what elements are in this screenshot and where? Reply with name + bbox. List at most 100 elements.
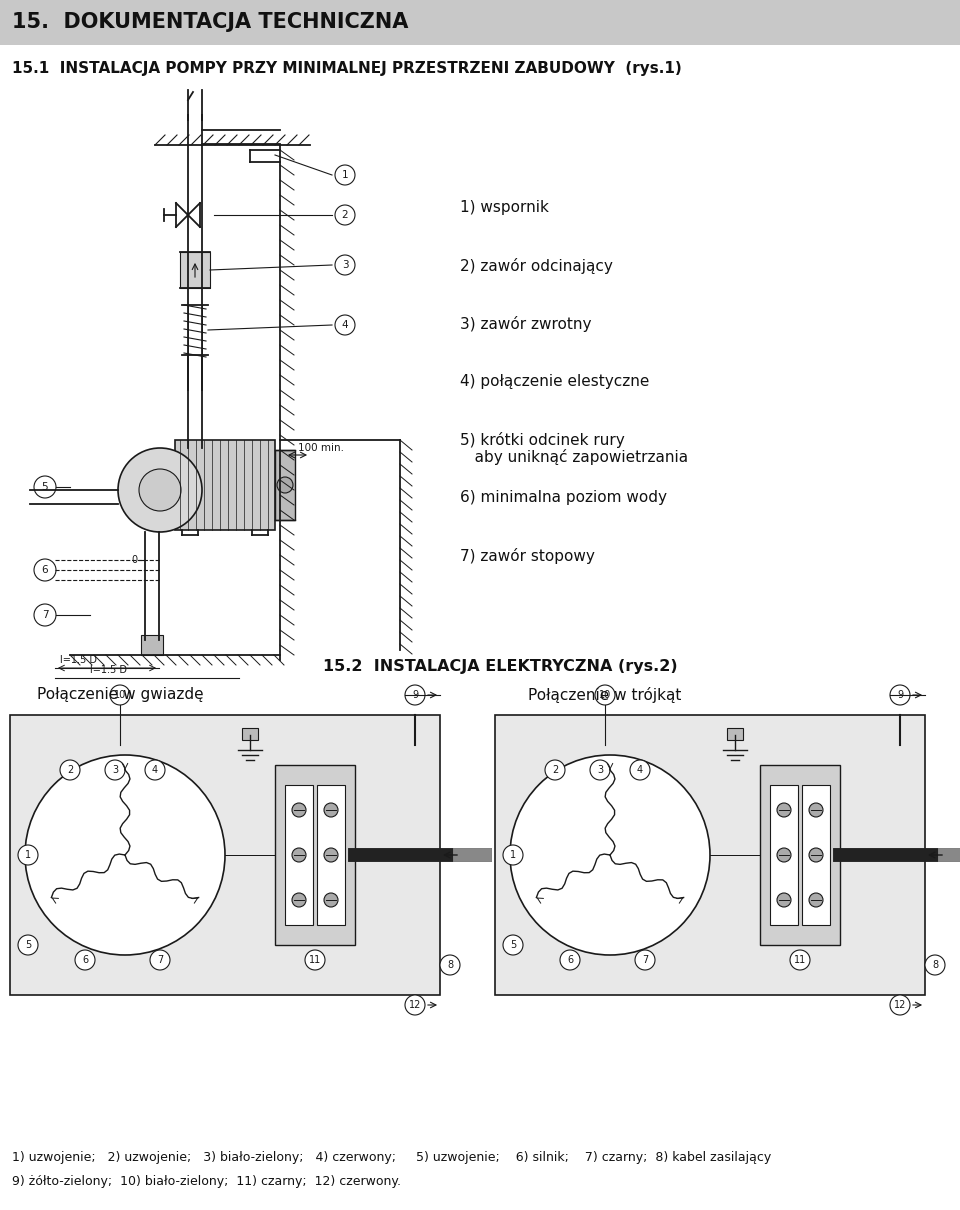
Text: 2: 2 bbox=[67, 765, 73, 774]
Text: 1) uzwojenie;   2) uzwojenie;   3) biało-zielony;   4) czerwony;     5) uzwojeni: 1) uzwojenie; 2) uzwojenie; 3) biało-zie… bbox=[12, 1152, 771, 1164]
Text: 5) krótki odcinek rury: 5) krótki odcinek rury bbox=[460, 432, 625, 448]
Text: 15.1  INSTALACJA POMPY PRZY MINIMALNEJ PRZESTRZENI ZABUDOWY  (rys.1): 15.1 INSTALACJA POMPY PRZY MINIMALNEJ PR… bbox=[12, 60, 682, 75]
Circle shape bbox=[335, 204, 355, 225]
Text: 4: 4 bbox=[636, 765, 643, 774]
Text: 2: 2 bbox=[552, 765, 558, 774]
Circle shape bbox=[809, 803, 823, 817]
Text: 4) połączenie elestyczne: 4) połączenie elestyczne bbox=[460, 374, 649, 388]
Circle shape bbox=[630, 760, 650, 780]
Text: 4: 4 bbox=[342, 319, 348, 330]
Circle shape bbox=[34, 604, 56, 626]
Text: l=1.5 D: l=1.5 D bbox=[90, 666, 127, 675]
Circle shape bbox=[503, 935, 523, 955]
Text: 3: 3 bbox=[597, 765, 603, 774]
Text: 6: 6 bbox=[82, 955, 88, 966]
Circle shape bbox=[324, 803, 338, 817]
Bar bbox=[175, 440, 275, 530]
Text: 12: 12 bbox=[894, 999, 906, 1010]
Text: 7: 7 bbox=[642, 955, 648, 966]
Circle shape bbox=[335, 255, 355, 275]
Bar bbox=[760, 765, 840, 945]
Bar bbox=[495, 715, 925, 995]
Bar bbox=[802, 785, 830, 924]
Text: 9: 9 bbox=[897, 690, 903, 701]
Bar bbox=[727, 728, 743, 741]
Text: 3: 3 bbox=[342, 260, 348, 270]
Circle shape bbox=[809, 848, 823, 862]
Text: 2: 2 bbox=[342, 211, 348, 220]
Text: 1: 1 bbox=[342, 169, 348, 180]
Text: 6) minimalna poziom wody: 6) minimalna poziom wody bbox=[460, 490, 667, 505]
Text: 11: 11 bbox=[309, 955, 322, 966]
Circle shape bbox=[292, 893, 306, 908]
Circle shape bbox=[25, 755, 225, 955]
Text: 8: 8 bbox=[447, 960, 453, 970]
Bar bbox=[285, 785, 313, 924]
Circle shape bbox=[75, 950, 95, 970]
Circle shape bbox=[635, 950, 655, 970]
Text: 2) zawór odcinający: 2) zawór odcinający bbox=[460, 258, 612, 273]
Bar bbox=[10, 715, 440, 995]
Circle shape bbox=[503, 845, 523, 865]
Text: 100 min.: 100 min. bbox=[298, 443, 344, 453]
Text: 5: 5 bbox=[41, 482, 48, 492]
Circle shape bbox=[60, 760, 80, 780]
Text: Połączenie w gwiazdę: Połączenie w gwiazdę bbox=[36, 687, 204, 703]
Circle shape bbox=[150, 950, 170, 970]
Text: 1: 1 bbox=[510, 849, 516, 860]
Text: 6: 6 bbox=[567, 955, 573, 966]
Text: l=1.5 D: l=1.5 D bbox=[60, 655, 97, 666]
Text: 1: 1 bbox=[25, 849, 31, 860]
Circle shape bbox=[809, 893, 823, 908]
Circle shape bbox=[277, 477, 293, 492]
Circle shape bbox=[139, 469, 181, 511]
Circle shape bbox=[292, 803, 306, 817]
Circle shape bbox=[34, 476, 56, 499]
Text: 9: 9 bbox=[412, 690, 418, 701]
Text: 4: 4 bbox=[152, 765, 158, 774]
Circle shape bbox=[790, 950, 810, 970]
Text: 15.  DOKUMENTACJA TECHNICZNA: 15. DOKUMENTACJA TECHNICZNA bbox=[12, 12, 408, 31]
Circle shape bbox=[777, 803, 791, 817]
Text: 7) zawór stopowy: 7) zawór stopowy bbox=[460, 548, 595, 564]
Circle shape bbox=[292, 848, 306, 862]
Bar bbox=[275, 450, 295, 520]
Text: 3) zawór zwrotny: 3) zawór zwrotny bbox=[460, 316, 591, 332]
Circle shape bbox=[590, 760, 610, 780]
Circle shape bbox=[777, 848, 791, 862]
Bar bbox=[180, 252, 210, 288]
Bar bbox=[0, 0, 960, 45]
Circle shape bbox=[18, 935, 38, 955]
Text: 7: 7 bbox=[41, 610, 48, 620]
Circle shape bbox=[18, 845, 38, 865]
Circle shape bbox=[405, 685, 425, 705]
Text: 5: 5 bbox=[25, 940, 31, 950]
Circle shape bbox=[305, 950, 325, 970]
Circle shape bbox=[145, 760, 165, 780]
Circle shape bbox=[560, 950, 580, 970]
Circle shape bbox=[890, 995, 910, 1015]
Circle shape bbox=[440, 955, 460, 975]
Circle shape bbox=[890, 685, 910, 705]
Text: 15.2  INSTALACJA ELEKTRYCZNA (rys.2): 15.2 INSTALACJA ELEKTRYCZNA (rys.2) bbox=[323, 659, 678, 674]
Text: 10: 10 bbox=[599, 690, 612, 701]
Text: 6: 6 bbox=[41, 565, 48, 575]
Text: 11: 11 bbox=[794, 955, 806, 966]
Circle shape bbox=[335, 315, 355, 335]
Circle shape bbox=[777, 893, 791, 908]
Text: Połączenie w trójkąt: Połączenie w trójkąt bbox=[528, 687, 682, 703]
Circle shape bbox=[105, 760, 125, 780]
Circle shape bbox=[595, 685, 615, 705]
Bar bbox=[275, 765, 355, 945]
Circle shape bbox=[118, 448, 202, 532]
Bar bbox=[317, 785, 345, 924]
Text: aby uniknąć zapowietrzania: aby uniknąć zapowietrzania bbox=[460, 449, 688, 465]
Text: 1) wspornik: 1) wspornik bbox=[460, 200, 549, 215]
Text: 5: 5 bbox=[510, 940, 516, 950]
Circle shape bbox=[925, 955, 945, 975]
Text: 7: 7 bbox=[156, 955, 163, 966]
Bar bbox=[141, 635, 163, 655]
Circle shape bbox=[405, 995, 425, 1015]
Circle shape bbox=[510, 755, 710, 955]
Circle shape bbox=[110, 685, 130, 705]
